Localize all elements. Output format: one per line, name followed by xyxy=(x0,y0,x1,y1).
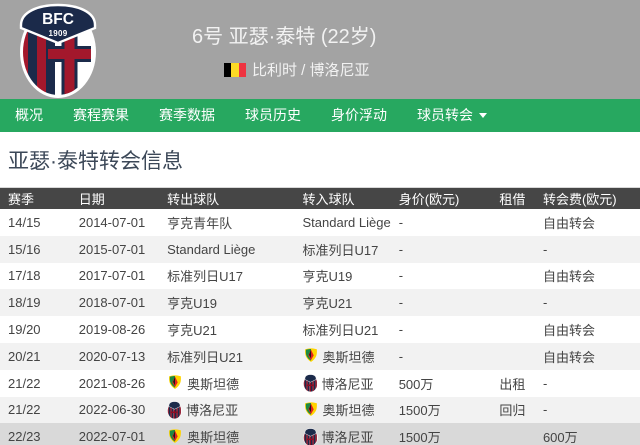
svg-text:1909: 1909 xyxy=(49,29,68,38)
svg-text:BFC: BFC xyxy=(42,11,74,28)
